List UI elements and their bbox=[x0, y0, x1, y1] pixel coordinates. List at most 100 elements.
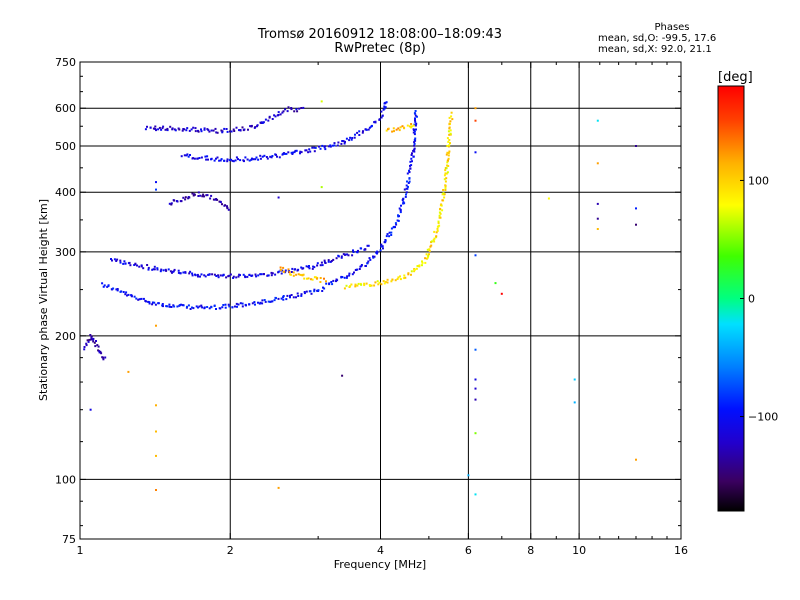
data-point bbox=[414, 120, 417, 123]
data-point bbox=[444, 172, 447, 175]
data-point bbox=[197, 195, 200, 197]
data-point bbox=[313, 150, 316, 153]
data-point bbox=[382, 280, 385, 283]
data-point bbox=[391, 130, 394, 133]
data-point bbox=[191, 272, 194, 275]
data-point bbox=[416, 115, 418, 118]
data-point bbox=[373, 284, 376, 287]
data-point bbox=[342, 140, 345, 143]
data-point bbox=[424, 261, 427, 264]
data-point bbox=[266, 157, 269, 160]
data-point bbox=[413, 112, 416, 115]
data-point bbox=[448, 133, 451, 136]
data-point bbox=[573, 401, 576, 404]
data-point bbox=[110, 258, 112, 260]
data-point bbox=[318, 145, 320, 148]
data-point bbox=[407, 272, 410, 275]
data-point bbox=[100, 352, 103, 355]
data-point bbox=[167, 268, 170, 271]
data-point bbox=[368, 284, 371, 286]
data-point bbox=[412, 149, 415, 152]
colorbar bbox=[717, 85, 745, 512]
data-point bbox=[254, 158, 257, 161]
data-point bbox=[115, 288, 118, 291]
data-point bbox=[474, 398, 477, 401]
data-point bbox=[142, 267, 145, 270]
data-point bbox=[403, 202, 406, 205]
data-point bbox=[330, 260, 333, 262]
data-point bbox=[341, 276, 344, 278]
data-point bbox=[438, 211, 441, 214]
data-point bbox=[194, 127, 197, 130]
data-point bbox=[229, 273, 232, 276]
phases-o-stats: mean, sd,O: -99.5, 17.6 bbox=[598, 33, 717, 44]
data-point bbox=[319, 264, 322, 267]
data-point bbox=[166, 129, 169, 132]
data-point bbox=[410, 164, 413, 167]
data-point bbox=[154, 128, 157, 130]
data-point bbox=[308, 265, 310, 267]
data-point bbox=[356, 284, 359, 287]
data-point bbox=[365, 128, 368, 131]
data-point bbox=[349, 136, 352, 139]
data-point bbox=[239, 129, 242, 131]
data-point bbox=[474, 151, 477, 154]
data-point bbox=[213, 273, 216, 276]
data-point bbox=[474, 378, 477, 381]
x-axis-ticks: 1 2 4 6 8 10 16 bbox=[77, 62, 688, 557]
data-points bbox=[83, 100, 637, 496]
data-point bbox=[381, 245, 384, 248]
data-point bbox=[412, 155, 415, 158]
data-point bbox=[402, 277, 405, 280]
data-point bbox=[349, 285, 352, 288]
phases-x-stats: mean, sd,X: 92.0, 21.1 bbox=[598, 44, 712, 55]
data-point bbox=[259, 157, 262, 160]
data-point bbox=[294, 149, 297, 152]
data-point bbox=[234, 305, 236, 308]
data-point bbox=[390, 280, 393, 283]
data-point bbox=[441, 209, 444, 212]
data-point bbox=[379, 249, 382, 252]
data-point bbox=[444, 186, 447, 189]
data-point bbox=[160, 128, 163, 131]
data-point bbox=[287, 151, 290, 154]
x-tick-label: 16 bbox=[674, 544, 688, 557]
data-point bbox=[382, 247, 384, 250]
data-point bbox=[148, 302, 151, 305]
data-point bbox=[250, 124, 253, 127]
data-point bbox=[151, 303, 154, 306]
data-point bbox=[428, 253, 430, 256]
data-point bbox=[380, 116, 383, 119]
data-point bbox=[474, 387, 477, 390]
data-point bbox=[282, 110, 285, 113]
data-point bbox=[292, 274, 295, 277]
data-point bbox=[596, 217, 599, 220]
data-point bbox=[409, 164, 411, 167]
data-point bbox=[365, 282, 368, 285]
data-point bbox=[395, 223, 398, 226]
data-point bbox=[397, 214, 399, 217]
data-point bbox=[154, 303, 157, 306]
data-point bbox=[316, 264, 319, 267]
data-point bbox=[358, 268, 361, 270]
data-point bbox=[319, 281, 322, 283]
data-point bbox=[410, 273, 412, 276]
data-point bbox=[275, 297, 277, 300]
data-point bbox=[172, 270, 175, 273]
data-point bbox=[348, 139, 351, 142]
data-point bbox=[196, 273, 199, 276]
data-point bbox=[300, 293, 303, 296]
data-point bbox=[367, 128, 370, 131]
data-point bbox=[450, 111, 453, 114]
data-point bbox=[241, 302, 244, 305]
x-tick-label: 10 bbox=[572, 544, 586, 557]
data-point bbox=[446, 137, 449, 140]
data-point bbox=[348, 274, 351, 277]
data-point bbox=[385, 129, 388, 132]
data-point bbox=[395, 128, 398, 131]
data-point bbox=[210, 194, 213, 197]
data-point bbox=[439, 207, 442, 210]
data-point bbox=[445, 172, 448, 175]
data-point bbox=[269, 300, 272, 303]
data-point bbox=[439, 216, 442, 219]
